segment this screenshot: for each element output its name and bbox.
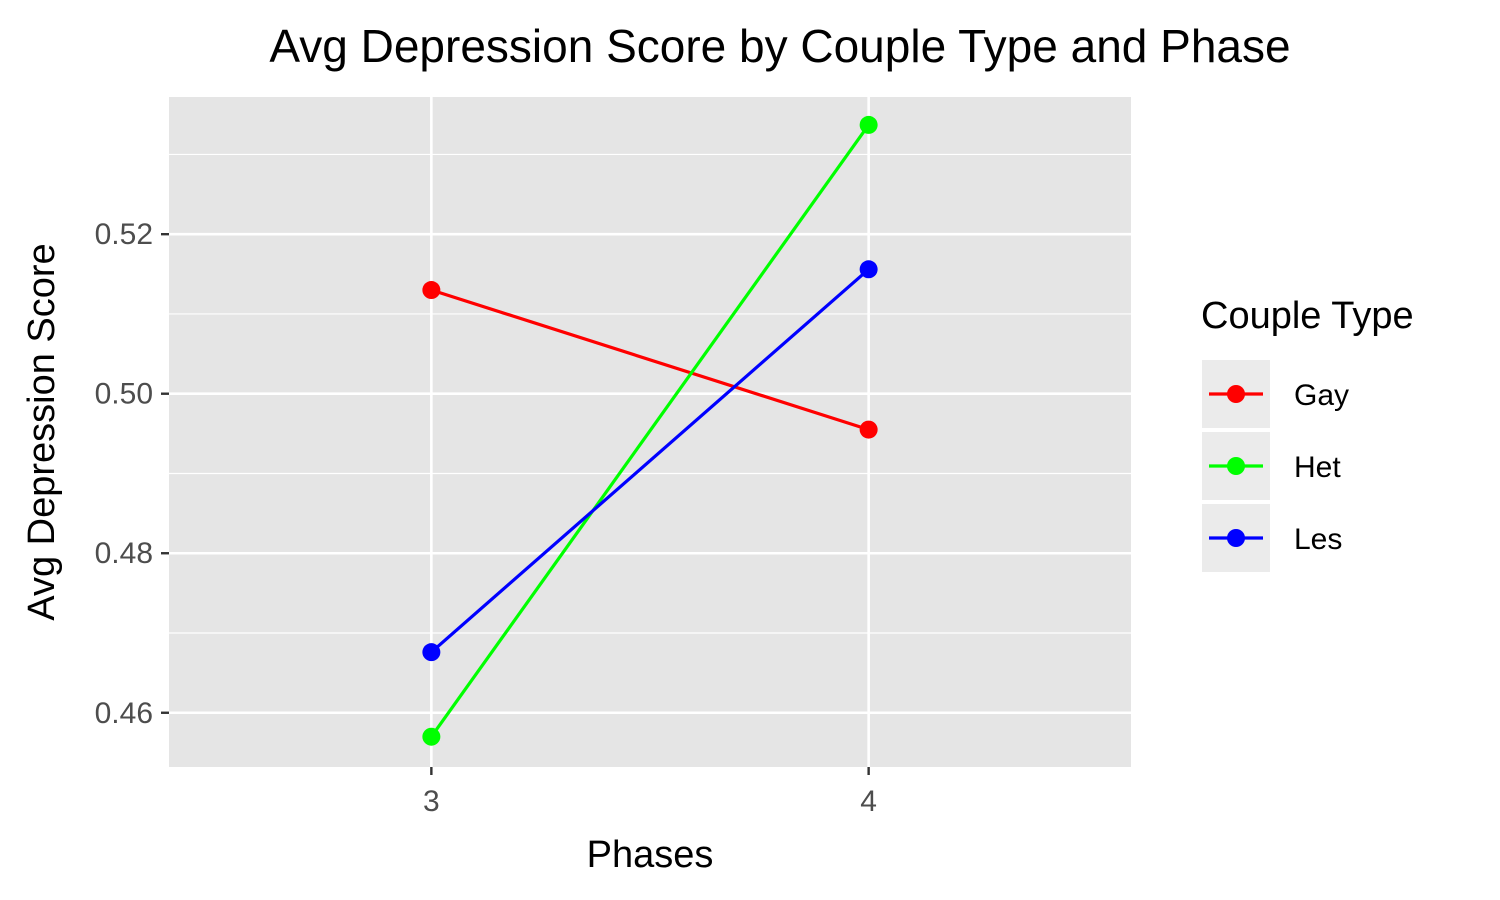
legend-key-point [1227, 385, 1245, 403]
y-tick-label: 0.52 [95, 218, 153, 251]
chart-title: Avg Depression Score by Couple Type and … [269, 20, 1290, 72]
legend-item-het: Het [1202, 432, 1341, 500]
data-point-gay [859, 420, 878, 439]
data-point-les [859, 260, 878, 279]
series-line-gay [430, 288, 870, 432]
y-tick-label: 0.46 [95, 697, 153, 730]
legend-label: Het [1294, 451, 1341, 484]
series-gay [422, 281, 878, 439]
y-tick-label: 0.48 [95, 537, 153, 570]
series-line-les [430, 268, 870, 654]
x-tick-label: 3 [423, 785, 440, 818]
legend: Couple Type Gay Het Les [1201, 295, 1414, 572]
x-tick-label: 4 [860, 785, 877, 818]
legend-label: Gay [1294, 379, 1349, 412]
data-point-het [422, 727, 441, 746]
series-line-het [430, 123, 870, 738]
series-het [422, 115, 878, 746]
legend-key-point [1227, 457, 1245, 475]
legend-title: Couple Type [1201, 295, 1414, 337]
minor-gridlines [169, 153, 1131, 634]
legend-item-les: Les [1202, 504, 1342, 572]
axes: 0.46 0.48 0.50 0.52 3 4 [95, 218, 877, 818]
legend-label: Les [1294, 523, 1342, 556]
data-point-les [422, 643, 441, 662]
legend-item-gay: Gay [1202, 360, 1349, 428]
x-axis-title: Phases [587, 834, 714, 876]
legend-key-point [1227, 529, 1245, 547]
series-les [422, 260, 878, 662]
y-tick-label: 0.50 [95, 378, 153, 411]
series-layer [422, 115, 878, 746]
data-point-gay [422, 281, 441, 300]
data-point-het [859, 115, 878, 134]
y-axis-title: Avg Depression Score [21, 243, 63, 620]
